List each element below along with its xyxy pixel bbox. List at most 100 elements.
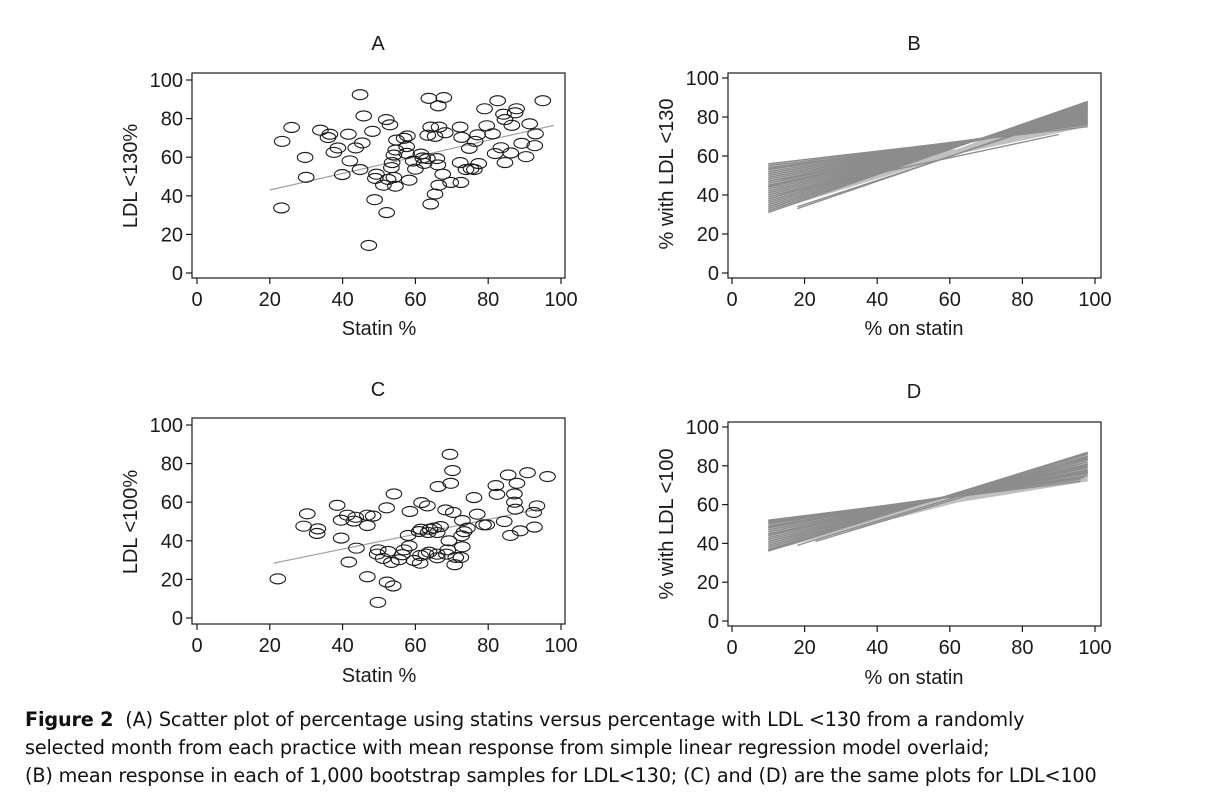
- data-point: [519, 467, 536, 479]
- data-point: [419, 500, 436, 512]
- data-point: [351, 164, 369, 176]
- data-point: [442, 176, 460, 189]
- y-tick-label: 80: [697, 456, 719, 478]
- data-point: [366, 194, 383, 206]
- bootstrap-line: [815, 458, 1088, 543]
- y-tick-label: 0: [708, 263, 719, 285]
- data-point: [513, 137, 531, 149]
- data-point: [495, 108, 512, 120]
- data-point: [340, 128, 357, 140]
- x-tick-label: 60: [939, 289, 961, 311]
- y-tick-label: 60: [697, 495, 719, 517]
- data-point: [395, 544, 413, 556]
- y-tick-label: 100: [686, 68, 719, 90]
- caption-line-2: selected month from each practice with m…: [25, 736, 990, 759]
- data-point: [508, 477, 526, 489]
- y-tick-label: 80: [697, 107, 719, 129]
- data-point: [415, 157, 433, 169]
- x-tick-label: 0: [191, 635, 202, 657]
- data-point: [383, 157, 401, 169]
- x-axis-label: % on statin: [865, 667, 964, 689]
- data-point: [434, 168, 452, 180]
- data-point: [430, 121, 448, 133]
- x-axis-label: % on statin: [865, 318, 964, 340]
- bootstrap-line: [768, 471, 1088, 528]
- data-point: [348, 542, 365, 554]
- data-point: [502, 147, 520, 159]
- y-tick-label: 20: [697, 224, 719, 246]
- plot-frame: [191, 417, 566, 625]
- data-point: [459, 522, 476, 534]
- y-tick-label: 60: [161, 147, 183, 169]
- y-axis-label: % with LDL <100: [656, 448, 678, 599]
- x-tick-label: 40: [331, 635, 353, 657]
- data-point: [341, 155, 359, 167]
- data-point: [511, 525, 529, 537]
- y-tick-label: 100: [150, 415, 183, 437]
- data-point: [429, 100, 447, 112]
- panel-a: A Statin % LDL <130% 0 20 40 60 80 100 0 20 40 60…: [120, 33, 578, 340]
- data-point: [495, 515, 513, 528]
- data-point: [296, 151, 314, 163]
- panel-title: C: [371, 379, 385, 401]
- data-point: [390, 554, 408, 566]
- data-point: [466, 135, 484, 147]
- data-point: [298, 508, 316, 520]
- data-point: [454, 541, 471, 553]
- y-tick-label: 0: [172, 608, 183, 630]
- data-point: [527, 128, 544, 140]
- data-point: [384, 580, 402, 592]
- data-point: [283, 121, 300, 134]
- y-axis-label: % with LDL <130: [656, 98, 678, 249]
- data-point: [444, 464, 461, 477]
- data-point: [441, 448, 459, 460]
- caption-text: (A) Scatter plot of percentage using sta…: [125, 708, 1025, 731]
- data-point: [428, 526, 446, 539]
- data-point: [407, 163, 424, 175]
- data-point: [426, 188, 444, 200]
- data-point: [328, 499, 346, 511]
- data-point: [470, 158, 488, 170]
- bootstrap-line: [768, 115, 1088, 187]
- data-point: [465, 492, 483, 504]
- x-tick-label: 60: [404, 289, 426, 311]
- data-point: [308, 527, 326, 540]
- data-point: [398, 141, 416, 153]
- bootstrap-line: [775, 133, 1059, 196]
- data-point: [466, 164, 483, 176]
- data-point: [528, 500, 546, 512]
- data-point: [489, 95, 507, 107]
- x-tick-label: 80: [1011, 637, 1033, 659]
- x-tick-label: 20: [793, 289, 815, 311]
- data-point: [475, 519, 492, 531]
- panel-c: C Statin % LDL <100% 0 20 40 60 80 100 0 20 40 60…: [120, 379, 578, 687]
- data-point: [369, 596, 387, 608]
- data-point: [410, 525, 428, 538]
- data-point: [444, 506, 462, 518]
- data-point: [428, 552, 446, 564]
- x-axis-label: Statin %: [342, 665, 417, 687]
- data-point: [329, 142, 347, 154]
- figure-label: Figure 2: [25, 708, 114, 731]
- data-point: [393, 549, 411, 561]
- data-point: [486, 147, 504, 160]
- data-point: [534, 95, 552, 107]
- data-point: [333, 169, 351, 181]
- data-point: [442, 477, 460, 489]
- y-tick-label: 100: [150, 70, 183, 92]
- panel-title: D: [907, 381, 921, 403]
- data-point: [355, 110, 373, 122]
- data-point: [429, 159, 447, 171]
- data-point: [340, 556, 358, 568]
- data-point: [469, 129, 486, 141]
- data-point: [269, 573, 287, 585]
- y-tick-label: 40: [161, 186, 183, 208]
- plot-frame: [727, 421, 1102, 627]
- panel-title: B: [907, 33, 920, 55]
- data-point: [319, 131, 337, 144]
- y-tick-label: 100: [686, 417, 719, 439]
- y-tick-label: 40: [697, 185, 719, 207]
- data-point: [506, 107, 524, 119]
- data-point: [525, 506, 543, 518]
- data-point: [484, 128, 501, 140]
